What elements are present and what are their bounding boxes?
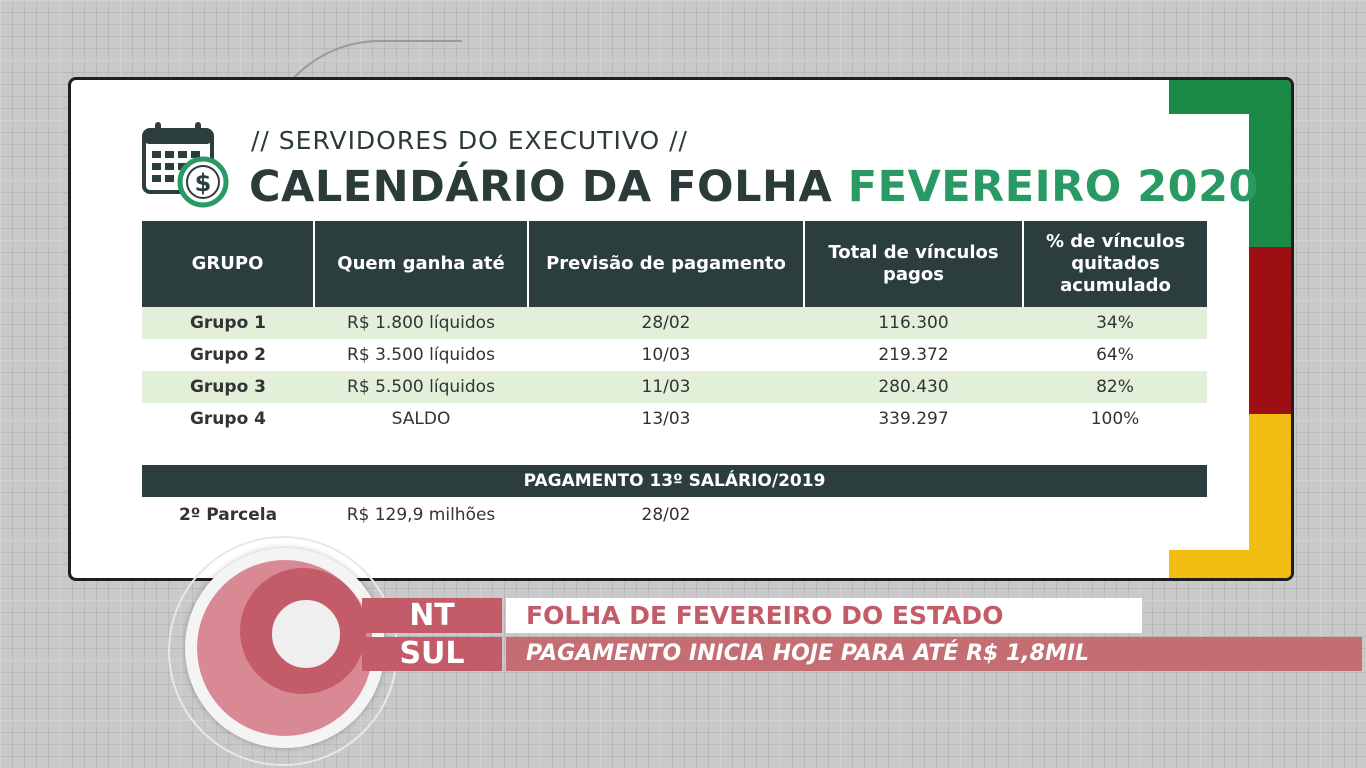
cell-grupo: Grupo 2 bbox=[189, 345, 267, 365]
cell-previsao: 28/02 bbox=[528, 307, 804, 339]
payment-schedule-table: GRUPO Quem ganha até Previsão de pagamen… bbox=[142, 221, 1207, 435]
cell-total: 280.430 bbox=[804, 371, 1023, 403]
cell-quem-ganha: R$ 5.500 líquidos bbox=[314, 371, 528, 403]
cell-parcela: 2º Parcela bbox=[178, 505, 278, 525]
table-row: Grupo 2 R$ 3.500 líquidos 10/03 219.372 … bbox=[142, 339, 1207, 371]
page-title: CALENDÁRIO DA FOLHA FEVEREIRO 2020 bbox=[249, 162, 1259, 212]
cell-quem-ganha: SALDO bbox=[391, 409, 451, 429]
header-previsao: Previsão de pagamento bbox=[527, 221, 804, 307]
thirteenth-salary-banner: PAGAMENTO 13º SALÁRIO/2019 bbox=[142, 465, 1207, 497]
cell-percentual: 64% bbox=[1096, 345, 1134, 365]
cell-percentual: 100% bbox=[1090, 409, 1140, 429]
cell-total: 219.372 bbox=[878, 345, 949, 365]
cell-grupo: Grupo 3 bbox=[142, 371, 314, 403]
installment-row: 2º Parcela R$ 129,9 milhões 28/02 bbox=[142, 500, 1207, 530]
subline-bar: PAGAMENTO INICIA HOJE PARA ATÉ R$ 1,8MIL bbox=[506, 637, 1362, 671]
cell-valor: R$ 129,9 milhões bbox=[346, 505, 496, 525]
cell-previsao: 13/03 bbox=[641, 409, 691, 429]
header-total-vinculos: Total de vínculos pagos bbox=[803, 221, 1023, 307]
cell-grupo: Grupo 1 bbox=[142, 307, 314, 339]
table-row: Grupo 3 R$ 5.500 líquidos 11/03 280.430 … bbox=[142, 371, 1207, 403]
header-quem-ganha: Quem ganha até bbox=[313, 221, 528, 307]
table-row: Grupo 4 SALDO 13/03 339.297 100% bbox=[142, 403, 1207, 435]
svg-text:$: $ bbox=[195, 169, 212, 197]
title-main: CALENDÁRIO DA FOLHA bbox=[249, 162, 833, 212]
payroll-card: $ // SERVIDORES DO EXECUTIVO // CALENDÁR… bbox=[68, 77, 1294, 581]
headline-bar: FOLHA DE FEVEREIRO DO ESTADO bbox=[506, 598, 1142, 633]
cell-total: 339.297 bbox=[878, 409, 949, 429]
cell-percentual: 82% bbox=[1023, 371, 1207, 403]
logo-ring-core bbox=[266, 594, 346, 674]
channel-logo-bottom: SUL bbox=[362, 637, 502, 671]
calendar-money-icon: $ bbox=[142, 122, 229, 208]
table-row: Grupo 1 R$ 1.800 líquidos 28/02 116.300 … bbox=[142, 307, 1207, 339]
cell-data: 28/02 bbox=[641, 505, 691, 525]
header-percentual: % de vínculos quitados acumulado bbox=[1022, 221, 1207, 307]
cell-total: 116.300 bbox=[804, 307, 1023, 339]
cell-previsao: 10/03 bbox=[641, 345, 691, 365]
header-grupo: GRUPO bbox=[142, 221, 314, 307]
table-header-row: GRUPO Quem ganha até Previsão de pagamen… bbox=[142, 221, 1207, 307]
channel-logo-top: NT bbox=[362, 598, 502, 633]
cell-previsao: 11/03 bbox=[528, 371, 804, 403]
cell-grupo: Grupo 4 bbox=[189, 409, 267, 429]
kicker-text: // SERVIDORES DO EXECUTIVO // bbox=[251, 126, 688, 155]
title-accent: FEVEREIRO 2020 bbox=[847, 162, 1259, 212]
cell-percentual: 34% bbox=[1023, 307, 1207, 339]
cell-quem-ganha: R$ 3.500 líquidos bbox=[347, 345, 495, 365]
cell-quem-ganha: R$ 1.800 líquidos bbox=[314, 307, 528, 339]
